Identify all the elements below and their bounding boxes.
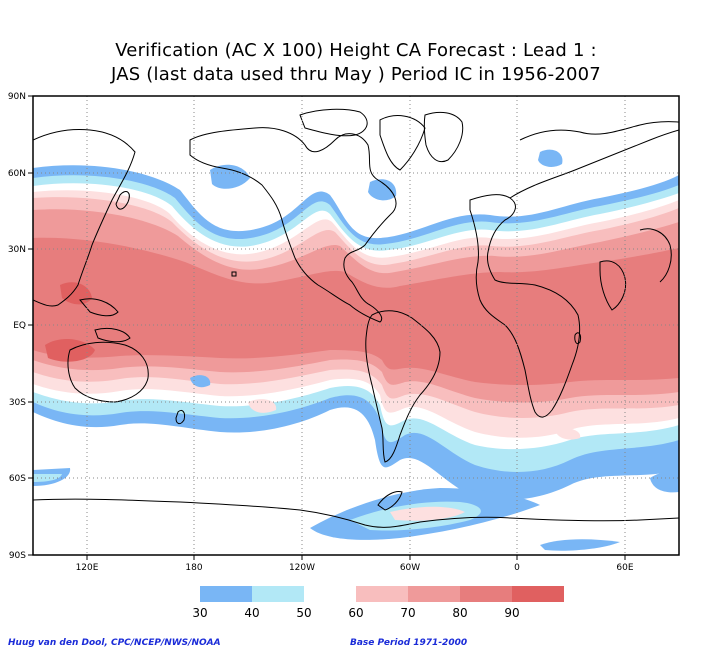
correlation-map: 90N 60N 30N EQ 30S 60S 90S 120E 180 120W…	[8, 92, 680, 620]
lat-label-60n: 60N	[8, 169, 26, 179]
lon-label-180: 180	[185, 563, 202, 573]
colorbar-swatch-4	[408, 586, 460, 602]
colorbar-label-30: 30	[192, 606, 207, 620]
graticule	[33, 96, 679, 555]
ticks	[28, 95, 626, 560]
lat-label-60s: 60S	[9, 474, 26, 484]
colorbar-swatch-3	[356, 586, 408, 602]
map-title-line-2: JAS (last data used thru May ) Period IC…	[111, 64, 601, 85]
colorbar-label-60: 60	[348, 606, 363, 620]
map-title-line-1: Verification (AC X 100) Height CA Foreca…	[115, 40, 597, 61]
colorbar-label-40: 40	[244, 606, 259, 620]
lat-label-90s: 90S	[9, 551, 26, 561]
lat-label-eq: EQ	[13, 321, 26, 331]
colorbar	[200, 586, 564, 602]
colorbar-label-70: 70	[400, 606, 415, 620]
colorbar-swatch-6	[512, 586, 564, 602]
lon-label-60e: 60E	[616, 563, 633, 573]
lon-label-120e: 120E	[76, 563, 99, 573]
coastlines	[33, 108, 679, 528]
colorbar-label-50: 50	[296, 606, 311, 620]
colorbar-swatch-5	[460, 586, 512, 602]
colorbar-swatch-0	[200, 586, 252, 602]
lon-label-120w: 120W	[289, 563, 315, 573]
lon-label-0: 0	[514, 563, 520, 573]
lat-label-90n: 90N	[8, 92, 26, 102]
lat-label-30s: 30S	[9, 398, 26, 408]
colorbar-label-90: 90	[504, 606, 519, 620]
colorbar-swatch-2	[304, 586, 356, 602]
colorbar-label-80: 80	[452, 606, 467, 620]
credit-text: Huug van den Dool, CPC/NCEP/NWS/NOAA	[8, 638, 221, 648]
lat-label-30n: 30N	[8, 245, 26, 255]
base-period-text: Base Period 1971-2000	[350, 638, 468, 648]
colorbar-swatch-1	[252, 586, 304, 602]
lon-label-60w: 60W	[400, 563, 420, 573]
